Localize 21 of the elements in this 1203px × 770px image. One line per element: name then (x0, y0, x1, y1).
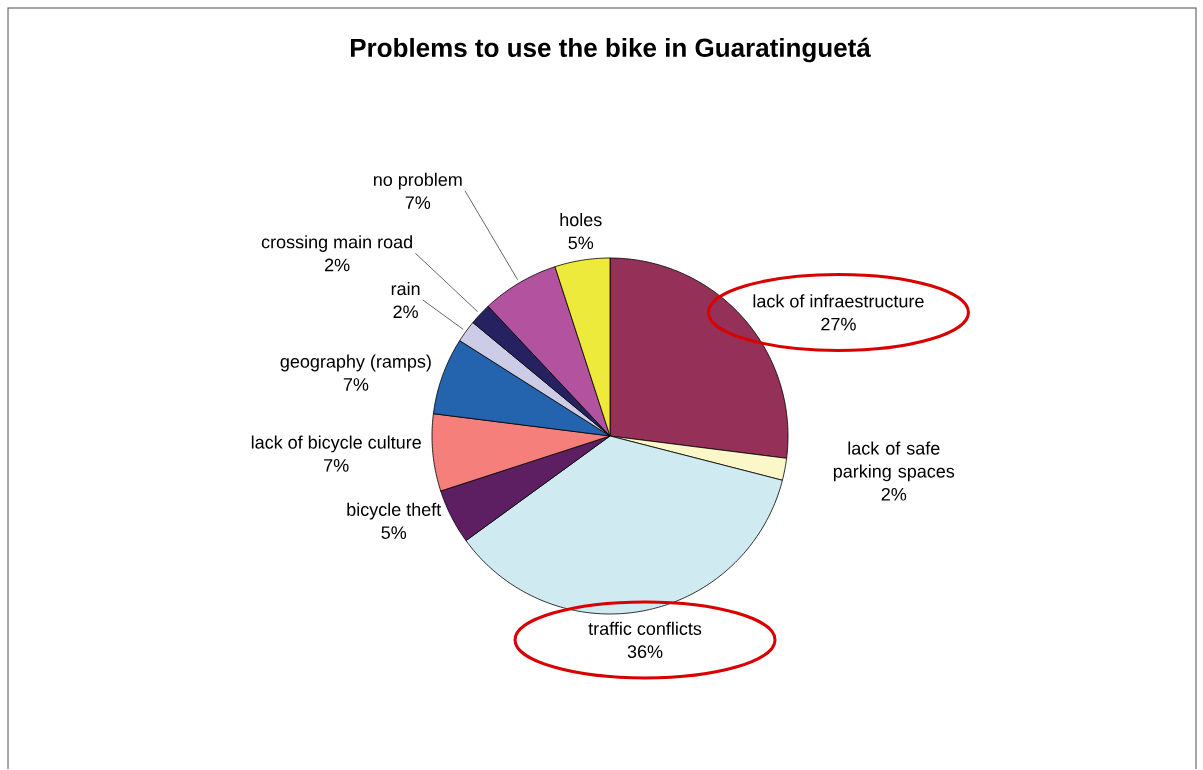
data-label: 2% (325, 258, 350, 272)
data-label: 7% (324, 459, 349, 472)
data-label: 5% (568, 236, 594, 250)
slice-label: rain (391, 282, 420, 296)
data-label: 2% (881, 488, 907, 501)
data-label: 27% (821, 318, 856, 331)
slice-label: traffic conflicts (588, 622, 702, 636)
slice-label: crossing main road (261, 235, 412, 253)
slice-label: lack of safe parking spaces (833, 441, 955, 482)
data-label: 5% (381, 526, 407, 540)
data-label: 36% (627, 645, 663, 659)
data-label: 2% (393, 305, 418, 319)
slice-label: bicycle theft (347, 502, 442, 520)
data-label: 7% (343, 378, 369, 392)
slice-label: no problem (373, 173, 462, 190)
chart-title: Problems to use the bike in Guaratinguetá (350, 37, 871, 63)
slice-label: lack of infraestructure (753, 294, 924, 308)
slice-label: holes (560, 213, 602, 227)
slice-label: geography (ramps) (280, 354, 431, 372)
data-label: 7% (405, 196, 431, 210)
slice-label: lack of bicycle culture (251, 435, 421, 453)
